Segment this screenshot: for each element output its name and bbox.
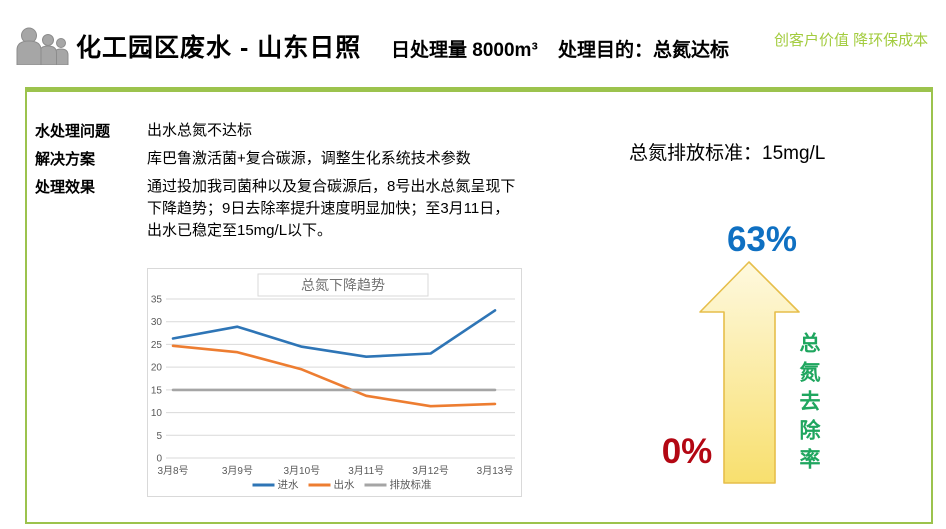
y-tick-label: 10 — [151, 408, 163, 419]
people-group-icon — [16, 27, 69, 65]
y-tick-label: 25 — [151, 340, 163, 351]
nitrogen-trend-chart: 0 5 10 15 20 25 30 35 3月8号 3月9号 3月10号 3月11号 3月12号 3月1… — [147, 268, 522, 497]
x-tick-label: 3月11号 — [348, 465, 384, 477]
y-tick-label: 15 — [151, 385, 163, 396]
chart-title: 总氮下降趋势 — [301, 277, 385, 293]
y-tick-label: 20 — [151, 363, 163, 374]
x-tick-label: 3月12号 — [412, 465, 449, 477]
legend-label: 出水 — [334, 478, 355, 491]
series-进水 — [171, 309, 497, 358]
legend-label: 排放标准 — [390, 478, 432, 491]
discharge-standard-note: 总氮排放标准：15mg/L — [629, 143, 826, 164]
removal-rate-max: 63% — [726, 220, 798, 259]
daily-volume-label: 日处理量 8000m³ — [391, 40, 538, 61]
effect-label: 处理效果 — [35, 179, 96, 196]
problem-value: 出水总氮不达标 — [147, 122, 253, 139]
x-tick-label: 3月8号 — [157, 465, 188, 477]
x-tick-label: 3月13号 — [477, 465, 514, 477]
x-tick-label: 3月10号 — [283, 465, 320, 477]
up-arrow-icon — [699, 261, 800, 484]
x-tick-label: 3月9号 — [222, 465, 253, 477]
solution-value: 库巴鲁激活菌+复合碳源，调整生化系统技术参数 — [147, 150, 471, 167]
effect-value: 通过投加我司菌种以及复合碳源后，8号出水总氮呈现下 下降趋势；9日去除率提升速度… — [147, 178, 516, 239]
page-title: 化工园区废水 - 山东日照 — [76, 34, 362, 62]
treatment-purpose-label: 处理目的：总氮达标 — [558, 40, 730, 61]
legend-label: 进水 — [278, 479, 299, 491]
series-出水 — [171, 344, 497, 408]
y-tick-label: 5 — [156, 431, 162, 442]
content-panel: 水处理问题 出水总氮不达标 解决方案 库巴鲁激活菌+复合碳源，调整生化系统技术参… — [25, 87, 933, 524]
problem-label: 水处理问题 — [35, 123, 111, 140]
removal-rate-axis-label: 总氮去除率 — [797, 332, 820, 477]
company-slogan: 创客户价值 降环保成本 — [774, 32, 929, 49]
y-tick-label: 0 — [156, 454, 162, 465]
solution-label: 解决方案 — [35, 151, 96, 168]
y-tick-label: 30 — [151, 317, 163, 328]
removal-rate-min: 0% — [661, 432, 713, 471]
y-tick-label: 35 — [151, 295, 163, 306]
